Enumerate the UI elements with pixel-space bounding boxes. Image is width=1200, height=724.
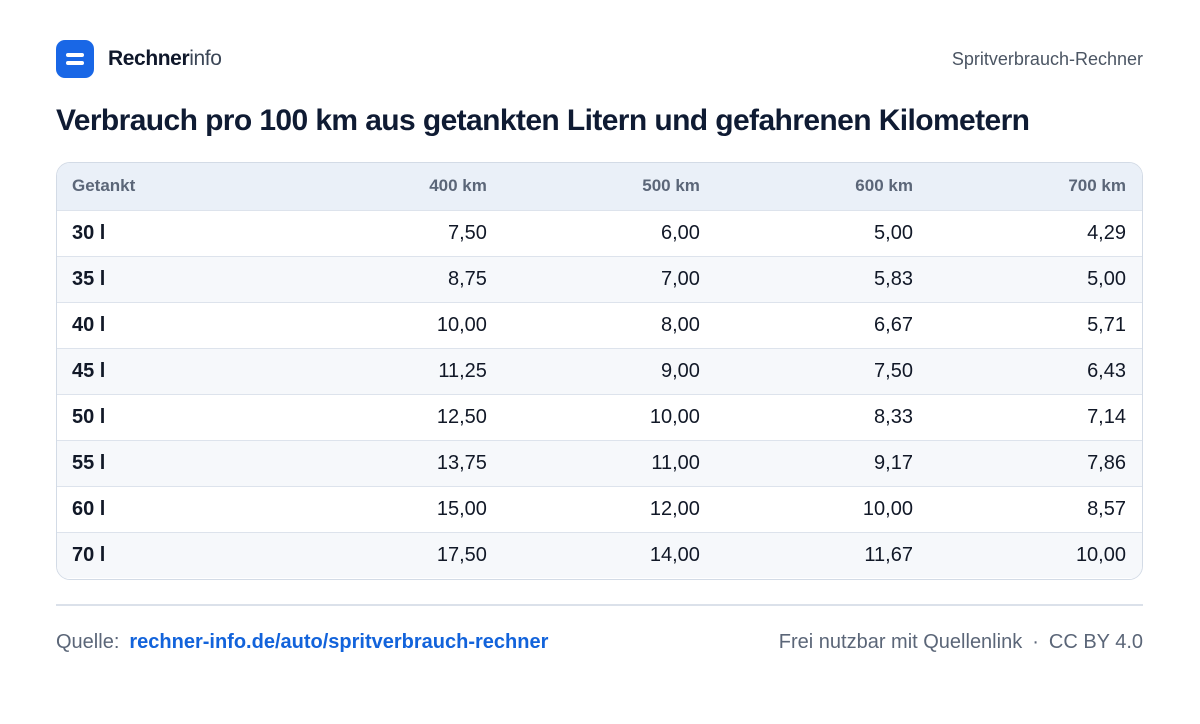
consumption-value: 4,29 [1087, 221, 1126, 244]
consumption-value: 12,50 [436, 405, 487, 428]
table-row: 30 l 7,50 6,00 5,00 4,29 [57, 210, 1142, 256]
column-header-km: 400 km [429, 176, 487, 196]
consumption-value: 10,00 [436, 313, 487, 336]
license-name: CC BY 4.0 [1048, 630, 1143, 653]
table-row: 55 l 13,75 11,00 9,17 7,86 [57, 440, 1142, 486]
table-row: 50 l 12,50 10,00 8,33 7,14 [57, 394, 1142, 440]
row-label-liters: 40 l [72, 313, 106, 336]
consumption-value: 12,00 [649, 497, 700, 520]
license-info: Frei nutzbar mit Quellenlink · CC BY 4.0 [779, 631, 1143, 654]
consumption-value: 7,50 [447, 221, 487, 244]
table-header-row: Getankt 400 km 500 km 600 km 700 km [57, 163, 1142, 210]
row-label-liters: 35 l [72, 267, 106, 290]
source: Quelle: rechner-info.de/auto/spritverbra… [56, 631, 548, 654]
consumption-value: 10,00 [862, 497, 913, 520]
consumption-value: 7,86 [1087, 451, 1126, 474]
consumption-value: 14,00 [649, 543, 700, 566]
consumption-value: 5,00 [874, 221, 913, 244]
consumption-value: 8,33 [874, 405, 913, 428]
consumption-table: Getankt 400 km 500 km 600 km 700 km 30 l 7,50… [56, 162, 1143, 580]
consumption-value: 11,67 [864, 543, 913, 566]
table-body: 30 l 7,50 6,00 5,00 4,29 35 l 8,75 7,00 5,83 5,00… [57, 210, 1142, 578]
consumption-value: 6,67 [874, 313, 913, 336]
consumption-value: 11,25 [438, 359, 487, 382]
consumption-value: 8,75 [447, 267, 487, 290]
license-text: Frei nutzbar mit Quellenlink [778, 630, 1023, 653]
source-label: Quelle: [56, 630, 120, 653]
row-label-liters: 50 l [72, 405, 106, 428]
separator: · [1032, 630, 1039, 653]
equals-icon [56, 40, 94, 78]
header: Rechnerinfo Spritverbrauch-Rechner [56, 40, 1143, 78]
consumption-value: 9,17 [874, 451, 913, 474]
table-row: 70 l 17,50 14,00 11,67 10,00 [57, 532, 1142, 578]
consumption-value: 17,50 [436, 543, 487, 566]
brand-name: Rechnerinfo [108, 47, 222, 71]
consumption-value: 9,00 [660, 359, 700, 382]
consumption-value: 5,00 [1087, 267, 1126, 290]
table-row: 35 l 8,75 7,00 5,83 5,00 [57, 256, 1142, 302]
consumption-value: 11,00 [651, 451, 700, 474]
column-header-getankt: Getankt [72, 176, 136, 196]
consumption-value: 10,00 [649, 405, 700, 428]
table-row: 40 l 10,00 8,00 6,67 5,71 [57, 302, 1142, 348]
source-link[interactable]: rechner-info.de/auto/spritverbrauch-rech… [129, 630, 549, 653]
consumption-value: 6,00 [660, 221, 700, 244]
column-header-km: 700 km [1068, 176, 1126, 196]
brand-name-strong: Rechner [108, 47, 190, 70]
consumption-value: 7,14 [1087, 405, 1126, 428]
column-header-km: 600 km [855, 176, 913, 196]
consumption-value: 7,00 [660, 267, 700, 290]
column-header-km: 500 km [642, 176, 700, 196]
consumption-value: 6,43 [1087, 359, 1126, 382]
row-label-liters: 30 l [72, 221, 106, 244]
page-title: Verbrauch pro 100 km aus getankten Liter… [56, 104, 1030, 137]
consumption-value: 15,00 [436, 497, 487, 520]
brand-name-light: info [189, 47, 222, 70]
consumption-value: 8,57 [1087, 497, 1126, 520]
consumption-value: 5,83 [874, 267, 913, 290]
row-label-liters: 70 l [72, 543, 106, 566]
consumption-value: 13,75 [436, 451, 487, 474]
row-label-liters: 55 l [72, 451, 106, 474]
row-label-liters: 45 l [72, 359, 106, 382]
footer-divider [56, 604, 1143, 606]
consumption-value: 8,00 [660, 313, 700, 336]
footer: Quelle: rechner-info.de/auto/spritverbra… [56, 628, 1143, 656]
row-label-liters: 60 l [72, 497, 106, 520]
table-row: 60 l 15,00 12,00 10,00 8,57 [57, 486, 1142, 532]
consumption-value: 10,00 [1075, 543, 1126, 566]
page-label: Spritverbrauch-Rechner [951, 48, 1143, 69]
consumption-value: 5,71 [1087, 313, 1126, 336]
brand-logo[interactable]: Rechnerinfo [56, 40, 222, 78]
table-row: 45 l 11,25 9,00 7,50 6,43 [57, 348, 1142, 394]
consumption-value: 7,50 [874, 359, 913, 382]
